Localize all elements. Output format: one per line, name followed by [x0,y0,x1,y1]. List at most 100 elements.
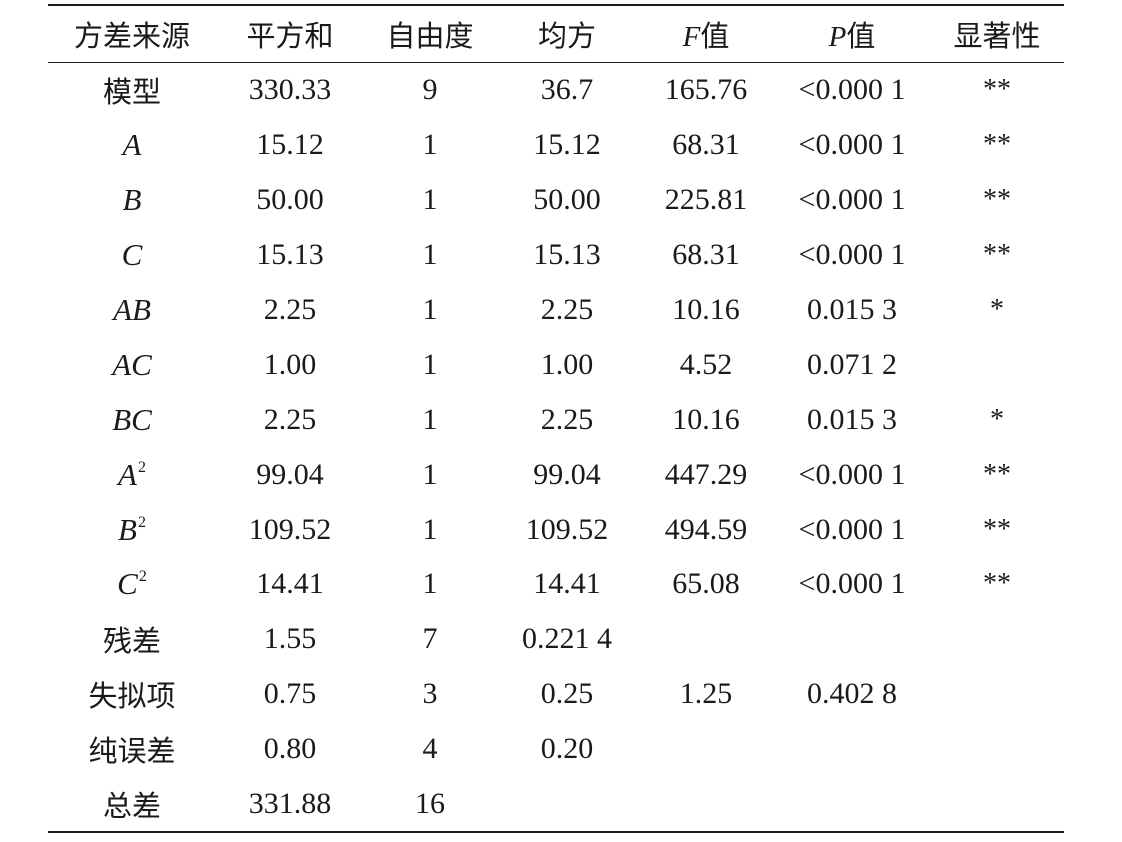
source-base: B [118,511,137,547]
header-source: 方差来源 [73,19,190,53]
cell-source: 纯误差 [88,734,176,769]
cell-ss: 99.04 [256,457,324,491]
cell-ms: 0.20 [540,732,594,766]
cell-f: 225.81 [664,183,748,217]
cell-f [638,722,774,777]
cell-p: <0.000 1 [798,457,906,491]
cell-source: AB [113,292,151,327]
source-base: C [117,566,138,602]
cell-ms: 109.52 [525,512,609,546]
cell-df: 4 [422,732,438,766]
cell-f: 10.16 [672,402,740,436]
cell-sig [930,777,1064,833]
table-row: AC 1.00 1 1.00 4.52 0.071 2 [48,337,1064,392]
source-superscript: 2 [137,513,146,531]
cell-df: 1 [422,128,438,162]
header-f-value: F值 [638,5,774,63]
cell-f: 65.08 [672,567,740,601]
cell-source: 失拟项 [88,679,176,714]
cell-ss: 15.13 [256,238,324,272]
header-degrees-of-freedom: 自由度 [386,19,474,53]
cell-ss: 0.75 [263,677,317,711]
source-superscript: 2 [138,568,147,586]
cell-p: <0.000 1 [798,238,906,272]
cell-ss: 1.00 [263,347,317,381]
source-superscript: 2 [137,458,146,476]
cell-p: 0.015 3 [807,293,897,326]
table-row: A2 99.04 1 99.04 447.29 <0.000 1 ** [48,447,1064,502]
cell-source: A [122,127,142,163]
cell-df: 1 [422,183,438,217]
cell-df: 9 [422,73,438,107]
cell-ms: 2.25 [540,402,594,436]
cell-f: 1.25 [679,677,733,711]
cell-ss: 0.80 [263,732,317,766]
cell-ms: 50.00 [533,183,601,217]
anova-table: 方差来源 平方和 自由度 均方 F值 P值 显著性 模型 330.33 9 36… [48,4,1064,833]
cell-ss: 2.25 [263,293,317,326]
cell-f: 68.31 [672,128,740,162]
cell-ms: 99.04 [533,457,601,491]
table-row: BC 2.25 1 2.25 10.16 0.015 3 * [48,392,1064,447]
table-row: 纯误差 0.80 4 0.20 [48,722,1064,777]
cell-df: 1 [422,293,438,326]
cell-source: 残差 [102,624,161,659]
cell-sig: ** [983,129,1011,161]
cell-sig: ** [983,239,1011,271]
cell-sig: ** [983,184,1011,216]
anova-table-container: 方差来源 平方和 自由度 均方 F值 P值 显著性 模型 330.33 9 36… [48,4,1064,833]
header-p-suffix: 值 [846,19,876,53]
cell-ss: 15.12 [256,128,324,162]
table-row: C 15.13 1 15.13 68.31 <0.000 1 ** [48,228,1064,283]
cell-source: 模型 [102,75,161,110]
cell-f: 447.29 [664,457,748,491]
cell-f: 10.16 [672,293,740,326]
cell-ms [496,777,638,833]
cell-ss: 1.55 [263,622,317,656]
table-row: B 50.00 1 50.00 225.81 <0.000 1 ** [48,173,1064,228]
cell-sig: ** [983,513,1011,545]
cell-f [638,777,774,833]
header-p-value: P值 [774,5,930,63]
cell-ss: 2.25 [263,402,317,436]
cell-df: 1 [422,402,438,436]
cell-f: 494.59 [664,512,748,546]
cell-f [638,612,774,667]
cell-sig: * [990,403,1004,435]
cell-source: B [122,182,142,218]
cell-ss: 14.41 [256,567,324,601]
header-f-suffix: 值 [700,19,730,53]
cell-source: AC [112,346,152,382]
header-p-letter: P [828,21,847,53]
cell-p: <0.000 1 [798,567,906,601]
cell-source: C2 [48,557,216,612]
table-row: 残差 1.55 7 0.221 4 [48,612,1064,667]
cell-df: 1 [422,238,438,272]
cell-df: 1 [422,347,438,381]
cell-sig [930,612,1064,667]
table-row: 总差 331.88 16 [48,777,1064,833]
table-row: A 15.12 1 15.12 68.31 <0.000 1 ** [48,118,1064,173]
cell-p: 0.071 2 [807,347,897,381]
table-row: C2 14.41 1 14.41 65.08 <0.000 1 ** [48,557,1064,612]
header-mean-square: 均方 [537,19,596,53]
header-significance: 显著性 [953,19,1041,53]
cell-f: 4.52 [679,347,733,381]
table-row: B2 109.52 1 109.52 494.59 <0.000 1 ** [48,502,1064,557]
cell-p [774,612,930,667]
cell-ss: 330.33 [248,73,332,107]
header-f-letter: F [682,21,701,53]
cell-ms: 36.7 [540,73,594,107]
cell-f: 165.76 [664,73,748,107]
cell-source: BC [112,401,152,437]
cell-p: <0.000 1 [798,512,906,546]
cell-f: 68.31 [672,238,740,272]
cell-df: 7 [422,622,438,656]
cell-sig [930,667,1064,722]
table-header-row: 方差来源 平方和 自由度 均方 F值 P值 显著性 [48,5,1064,63]
cell-source: 总差 [102,789,161,824]
cell-p: 0.015 3 [807,402,897,436]
cell-sig: ** [983,458,1011,490]
cell-sig: ** [983,568,1011,600]
cell-p [774,722,930,777]
